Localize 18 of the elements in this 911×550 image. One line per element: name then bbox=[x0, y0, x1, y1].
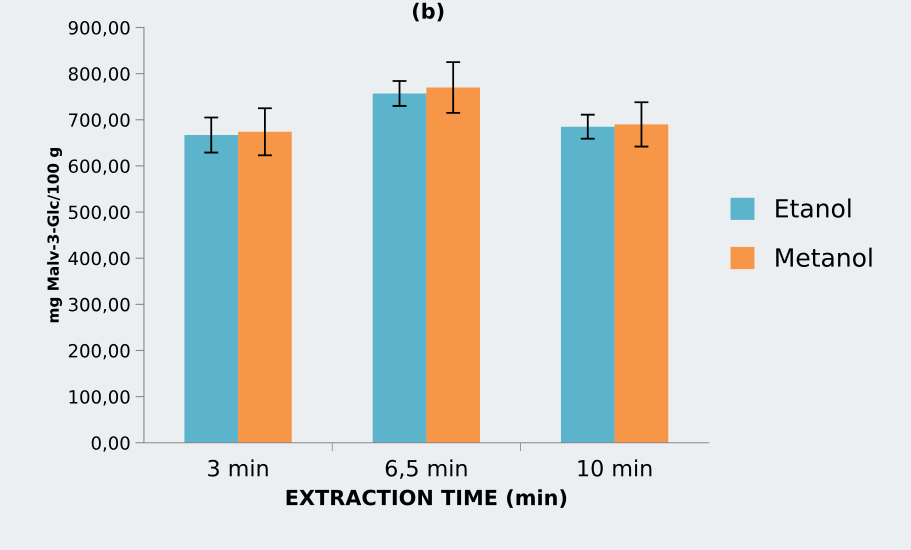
y-axis-title: mg Malv-3-Glc/100 g bbox=[47, 148, 62, 322]
chart-title: (b) bbox=[412, 2, 444, 22]
y-tick-label: 500,00 bbox=[68, 206, 130, 222]
y-tick-label: 900,00 bbox=[68, 20, 130, 36]
x-axis-title: EXTRACTION TIME (min) bbox=[286, 489, 566, 508]
y-tick-label: 200,00 bbox=[68, 344, 130, 360]
y-tick-label: 100,00 bbox=[70, 390, 130, 406]
y-tick-label: 600,00 bbox=[68, 159, 130, 175]
x-tick-label: 3 min bbox=[208, 459, 268, 477]
x-tick-label: 10 min bbox=[578, 459, 652, 477]
y-tick-label: 0,00 bbox=[92, 436, 130, 452]
y-tick-label: 400,00 bbox=[68, 252, 130, 268]
y-tick-label: 700,00 bbox=[69, 113, 130, 129]
legend-label: Etanol bbox=[776, 198, 850, 218]
y-tick-label: 300,00 bbox=[68, 298, 130, 314]
legend-label: Metanol bbox=[776, 248, 872, 267]
y-tick-label: 800,00 bbox=[68, 67, 130, 83]
x-tick-label: 6,5 min bbox=[386, 459, 467, 479]
